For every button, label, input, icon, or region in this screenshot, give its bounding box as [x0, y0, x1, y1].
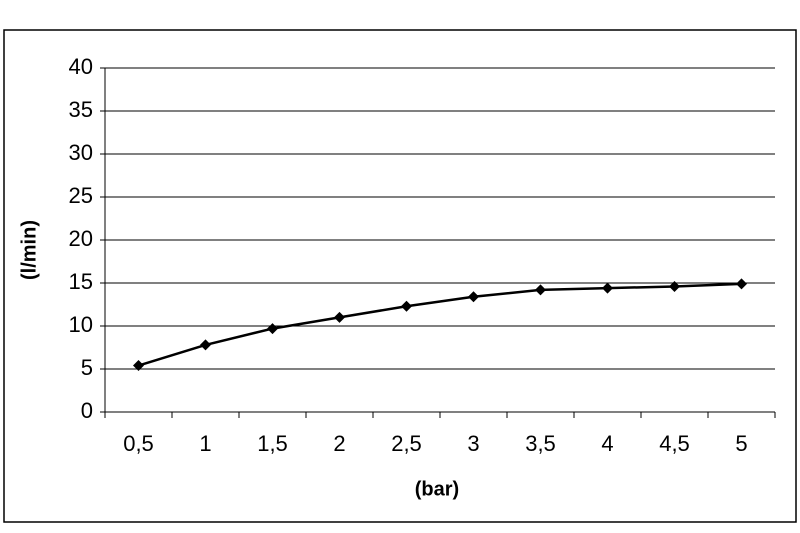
x-tick-label: 3,5 [525, 431, 556, 456]
marker [401, 300, 412, 312]
x-axis-title: (bar) [415, 478, 459, 500]
marker [736, 278, 747, 290]
marker [669, 280, 680, 292]
marker [267, 323, 278, 335]
x-tick-label: 1 [199, 431, 211, 456]
marker [535, 284, 546, 296]
marker [133, 360, 144, 372]
x-tick-label: 5 [735, 431, 747, 456]
y-tick-label: 0 [81, 398, 93, 423]
chart-frame [3, 29, 797, 523]
marker [468, 291, 479, 303]
marker [200, 339, 211, 351]
y-tick-label: 20 [69, 226, 93, 251]
x-tick-label: 2,5 [391, 431, 422, 456]
y-tick-label: 40 [69, 54, 93, 79]
y-tick-label: 25 [69, 183, 93, 208]
y-tick-label: 30 [69, 140, 93, 165]
y-tick-label: 35 [69, 97, 93, 122]
x-tick-label: 4,5 [659, 431, 690, 456]
x-tick-label: 3 [467, 431, 479, 456]
marker [334, 311, 345, 323]
y-axis-title: (l/min) [18, 220, 40, 280]
x-tick-label: 2 [333, 431, 345, 456]
y-tick-label: 10 [69, 312, 93, 337]
x-tick-label: 4 [601, 431, 613, 456]
marker [602, 282, 613, 294]
x-tick-label: 0,5 [123, 431, 154, 456]
y-tick-label: 5 [81, 355, 93, 380]
y-tick-label: 15 [69, 269, 93, 294]
data-line [138, 282, 742, 367]
x-tick-label: 1,5 [257, 431, 288, 456]
